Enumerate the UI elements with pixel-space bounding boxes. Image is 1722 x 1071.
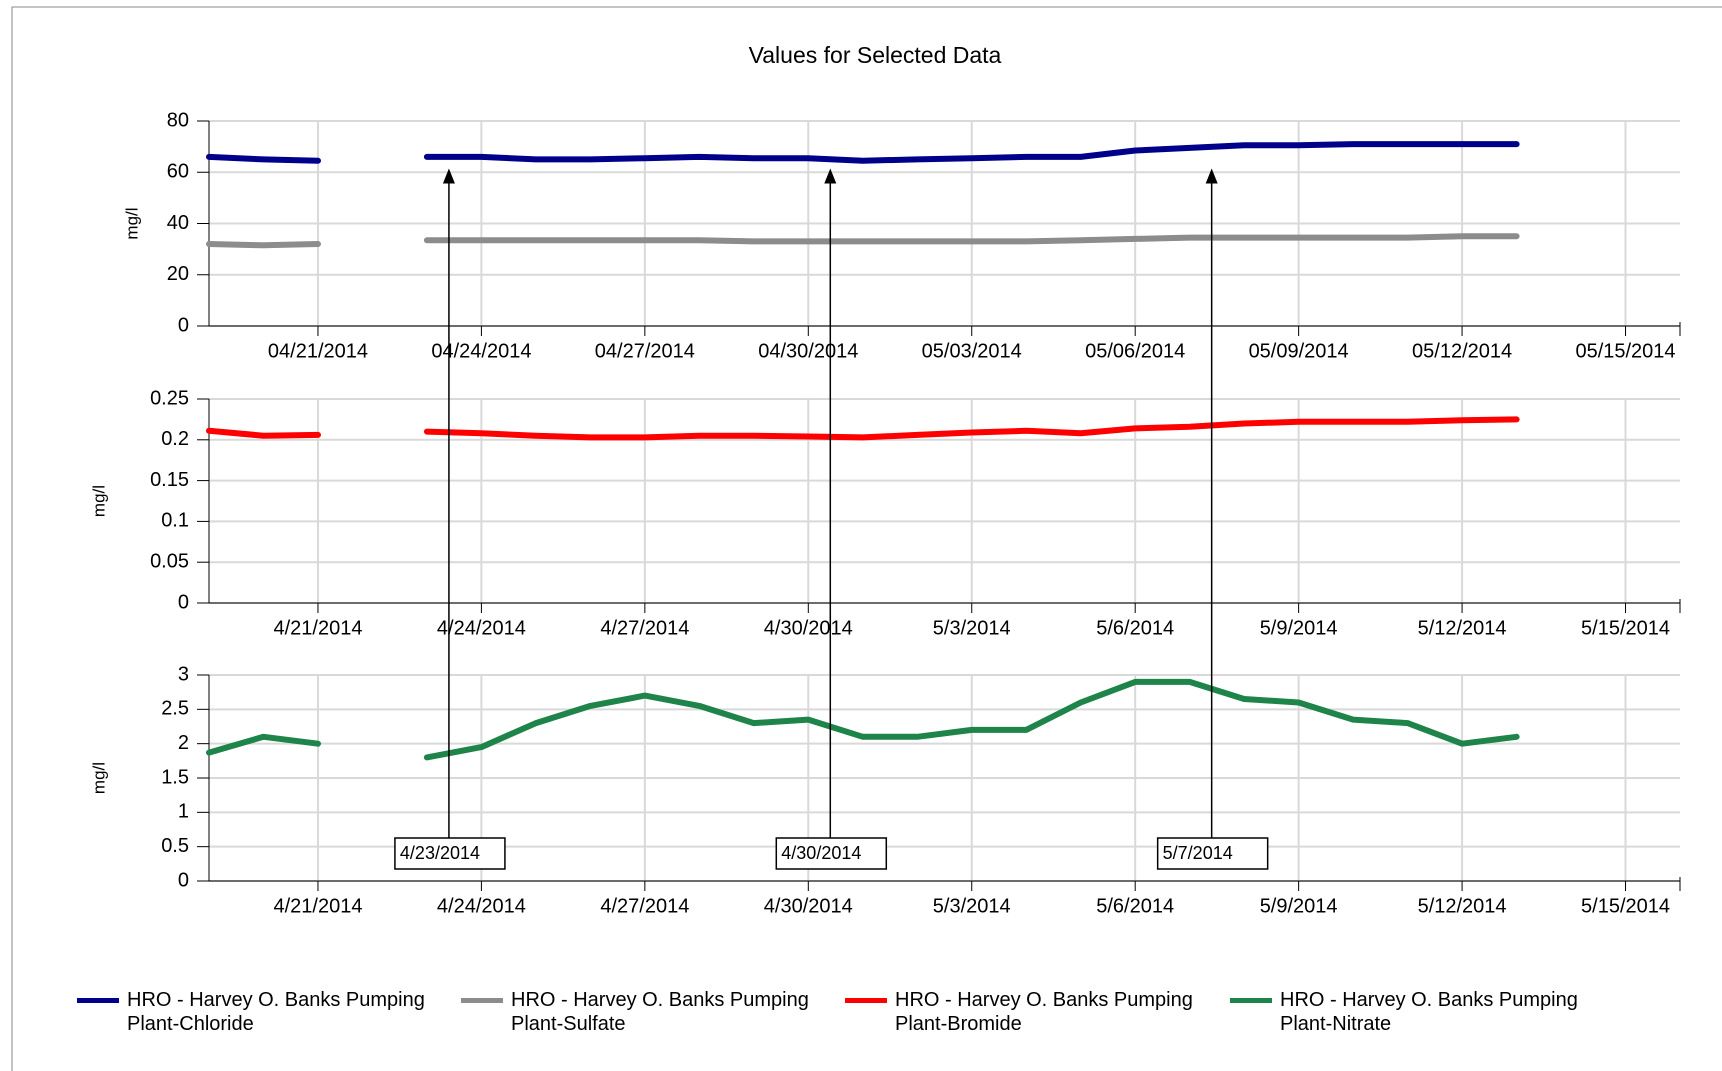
x-tick-label: 4/30/2014 (764, 895, 853, 917)
x-tick-label: 05/12/2014 (1412, 340, 1512, 362)
x-tick-label: 5/15/2014 (1581, 617, 1670, 639)
y-tick-label: 0 (178, 591, 189, 613)
y-axis-label: mg/l (89, 485, 108, 517)
annotation-label: 4/23/2014 (400, 843, 480, 863)
x-tick-label: 4/27/2014 (600, 617, 689, 639)
annotation-box (394, 837, 506, 870)
series-line (206, 141, 1520, 164)
annotation-label: 5/7/2014 (1163, 843, 1233, 863)
x-tick-label: 5/3/2014 (933, 617, 1011, 639)
x-tick-label: 05/15/2014 (1575, 340, 1675, 362)
y-tick-label: 80 (167, 109, 189, 131)
annotation-box (775, 837, 888, 870)
legend-label: HRO - Harvey O. Banks Pumping Plant-Nitr… (1280, 989, 1578, 1035)
y-tick-label: 0.2 (161, 428, 189, 450)
x-tick-label: 5/9/2014 (1260, 617, 1338, 639)
x-tick-label: 4/21/2014 (273, 617, 362, 639)
y-tick-label: 1 (178, 801, 189, 823)
y-tick-label: 0.15 (150, 469, 189, 491)
x-tick-label: 4/30/2014 (764, 617, 853, 639)
x-tick-label: 04/21/2014 (268, 340, 368, 362)
x-tick-label: 04/30/2014 (758, 340, 858, 362)
x-tick-label: 04/27/2014 (595, 340, 695, 362)
x-tick-label: 5/12/2014 (1418, 617, 1507, 639)
legend-swatch (461, 998, 503, 1003)
legend-item: HRO - Harvey O. Banks Pumping Plant-Nitr… (1230, 988, 1610, 1036)
x-tick-label: 5/12/2014 (1418, 895, 1507, 917)
x-tick-label: 4/27/2014 (600, 895, 689, 917)
x-tick-label: 05/03/2014 (922, 340, 1022, 362)
y-tick-label: 0.1 (161, 510, 189, 532)
legend-label: HRO - Harvey O. Banks Pumping Plant-Sulf… (511, 989, 809, 1035)
x-tick-label: 5/6/2014 (1096, 895, 1174, 917)
x-tick-label: 5/15/2014 (1581, 895, 1670, 917)
y-tick-label: 40 (167, 212, 189, 234)
x-tick-label: 4/21/2014 (273, 895, 362, 917)
legend-label: HRO - Harvey O. Banks Pumping Plant-Brom… (895, 989, 1193, 1035)
y-axis-label: mg/l (122, 207, 141, 239)
x-tick-label: 5/3/2014 (933, 895, 1011, 917)
x-tick-label: 5/9/2014 (1260, 895, 1338, 917)
series-line (206, 416, 1520, 441)
legend-swatch (1230, 998, 1272, 1003)
y-tick-label: 0.25 (150, 387, 189, 409)
x-tick-label: 5/6/2014 (1096, 617, 1174, 639)
legend-swatch (77, 998, 119, 1003)
series-line (206, 678, 1520, 761)
y-tick-label: 2 (178, 732, 189, 754)
legend-item: HRO - Harvey O. Banks Pumping Plant-Brom… (845, 988, 1225, 1036)
y-tick-label: 0.05 (150, 550, 189, 572)
x-tick-label: 4/24/2014 (437, 895, 526, 917)
legend-label: HRO - Harvey O. Banks Pumping Plant-Chlo… (127, 989, 425, 1035)
y-tick-label: 3 (178, 663, 189, 685)
y-tick-label: 0.5 (161, 835, 189, 857)
legend-item: HRO - Harvey O. Banks Pumping Plant-Chlo… (77, 988, 457, 1036)
annotation-label: 4/30/2014 (781, 843, 861, 863)
y-tick-label: 20 (167, 263, 189, 285)
x-tick-label: 05/09/2014 (1249, 340, 1349, 362)
y-tick-label: 1.5 (161, 766, 189, 788)
legend-swatch (845, 998, 887, 1003)
x-tick-label: 04/24/2014 (431, 340, 531, 362)
legend-item: HRO - Harvey O. Banks Pumping Plant-Sulf… (461, 988, 841, 1036)
x-tick-label: 4/24/2014 (437, 617, 526, 639)
y-tick-label: 0 (178, 869, 189, 891)
y-tick-label: 60 (167, 161, 189, 183)
frame (11, 6, 1722, 1071)
x-tick-label: 05/06/2014 (1085, 340, 1185, 362)
y-tick-label: 0 (178, 314, 189, 336)
y-tick-label: 2.5 (161, 698, 189, 720)
annotation-box (1156, 837, 1269, 870)
y-axis-label: mg/l (89, 762, 108, 794)
chart-title: Values for Selected Data (749, 42, 1002, 68)
series-line (206, 233, 1520, 249)
